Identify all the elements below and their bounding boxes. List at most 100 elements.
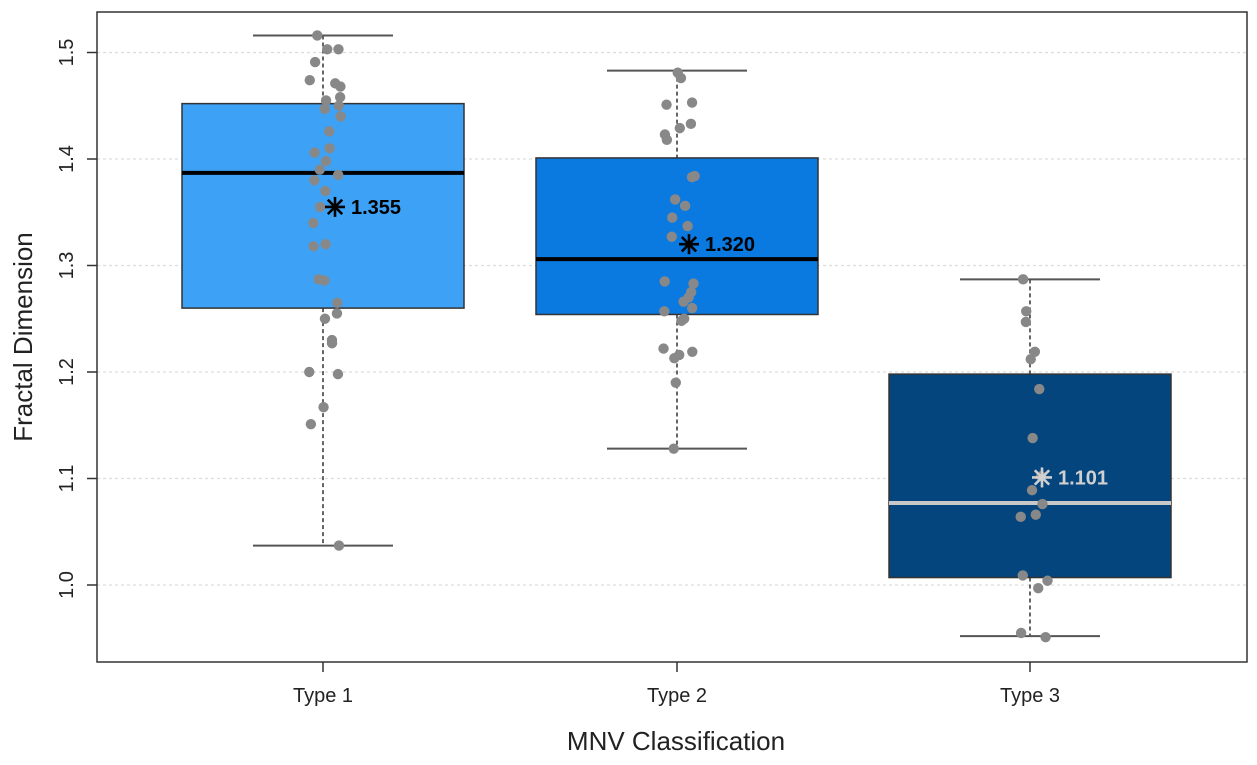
data-point xyxy=(324,126,335,137)
data-point xyxy=(1015,627,1027,639)
data-point xyxy=(309,175,320,186)
mean-marker xyxy=(1032,467,1052,488)
data-point xyxy=(1037,498,1048,510)
y-axis-title: Fractal Dimension xyxy=(8,232,38,442)
mean-marker xyxy=(679,234,699,255)
data-point xyxy=(333,169,344,181)
x-tick-label: Type 1 xyxy=(293,685,353,707)
mean-asterisk-stroke xyxy=(1033,469,1051,486)
y-tick-label: 1.0 xyxy=(56,571,78,599)
data-point xyxy=(674,122,686,134)
data-point xyxy=(659,306,670,317)
data-point xyxy=(326,338,338,349)
data-point xyxy=(661,134,673,146)
y-tick-label: 1.1 xyxy=(56,465,78,493)
mean-label: 1.355 xyxy=(351,197,401,219)
mean-asterisk-stroke xyxy=(326,198,344,216)
data-point xyxy=(332,368,344,380)
x-axis-title: MNV Classification xyxy=(567,726,785,756)
data-point xyxy=(676,315,687,327)
data-point xyxy=(678,296,689,307)
data-point xyxy=(1034,383,1045,395)
data-point xyxy=(1040,631,1051,643)
data-point xyxy=(1020,316,1032,328)
mean-label: 1.101 xyxy=(1058,467,1108,489)
data-point xyxy=(667,212,678,223)
mean-asterisk-stroke xyxy=(680,236,698,253)
data-point xyxy=(308,217,319,229)
data-point xyxy=(1017,570,1028,581)
data-point xyxy=(659,276,670,287)
data-point xyxy=(320,155,332,167)
data-point xyxy=(1030,509,1041,520)
data-point xyxy=(670,377,681,388)
boxes xyxy=(181,34,1172,638)
y-tick-label: 1.5 xyxy=(56,39,78,67)
y-tick-label: 1.4 xyxy=(56,145,78,173)
data-point xyxy=(314,164,325,175)
y-axis: 1.0 1.1 1.2 1.3 1.4 1.5 xyxy=(56,39,97,599)
data-point xyxy=(1042,575,1053,586)
data-point xyxy=(333,44,344,55)
data-point xyxy=(1026,485,1038,496)
data-point xyxy=(305,418,317,430)
data-point xyxy=(1027,432,1038,444)
data-point xyxy=(687,346,698,357)
data-point xyxy=(322,44,333,55)
data-point xyxy=(319,275,330,286)
mean-markers: 1.355 1.320 1.101 xyxy=(325,196,1108,489)
data-point xyxy=(685,118,697,130)
data-point xyxy=(309,147,320,158)
data-point xyxy=(312,30,323,41)
x-tick-label: Type 3 xyxy=(1000,685,1060,707)
data-point xyxy=(320,95,332,106)
data-point xyxy=(675,72,687,84)
y-tick-label: 1.3 xyxy=(56,252,78,280)
data-point xyxy=(679,200,691,212)
data-point xyxy=(324,143,335,154)
data-point xyxy=(320,239,331,250)
data-point xyxy=(335,111,346,122)
x-tick-label: Type 2 xyxy=(647,685,707,707)
data-point xyxy=(1033,582,1044,594)
x-axis: Type 1 Type 2 Type 3 xyxy=(293,662,1060,707)
jitter-points xyxy=(304,30,1053,643)
data-point xyxy=(669,352,680,364)
mean-marker xyxy=(325,196,345,217)
data-point xyxy=(304,366,315,378)
data-point xyxy=(1021,306,1032,317)
data-point xyxy=(669,194,681,205)
data-point xyxy=(686,97,698,108)
plot-frame xyxy=(96,11,1248,663)
data-point xyxy=(658,343,669,354)
data-point xyxy=(686,302,698,314)
data-point xyxy=(304,74,315,86)
data-point xyxy=(309,56,321,68)
y-tick-label: 1.2 xyxy=(56,358,78,386)
data-point xyxy=(333,540,345,551)
data-point xyxy=(668,443,679,454)
data-point xyxy=(319,313,331,324)
data-point xyxy=(682,220,693,232)
data-point xyxy=(318,401,329,413)
data-point xyxy=(333,100,345,111)
data-point xyxy=(1015,511,1026,523)
mean-label: 1.320 xyxy=(705,234,755,256)
box-3 xyxy=(888,373,1172,579)
data-point xyxy=(666,231,677,242)
data-point xyxy=(332,297,343,308)
data-point xyxy=(1017,274,1029,285)
data-point xyxy=(319,103,330,115)
data-point xyxy=(1025,354,1036,365)
data-point xyxy=(688,278,699,289)
data-point xyxy=(335,81,346,92)
data-point xyxy=(320,185,331,197)
data-point xyxy=(308,241,319,252)
data-point xyxy=(334,92,346,103)
data-point xyxy=(686,171,698,183)
data-point xyxy=(314,201,326,213)
data-point xyxy=(661,99,672,110)
data-point xyxy=(331,308,343,319)
box-2 xyxy=(535,157,819,316)
